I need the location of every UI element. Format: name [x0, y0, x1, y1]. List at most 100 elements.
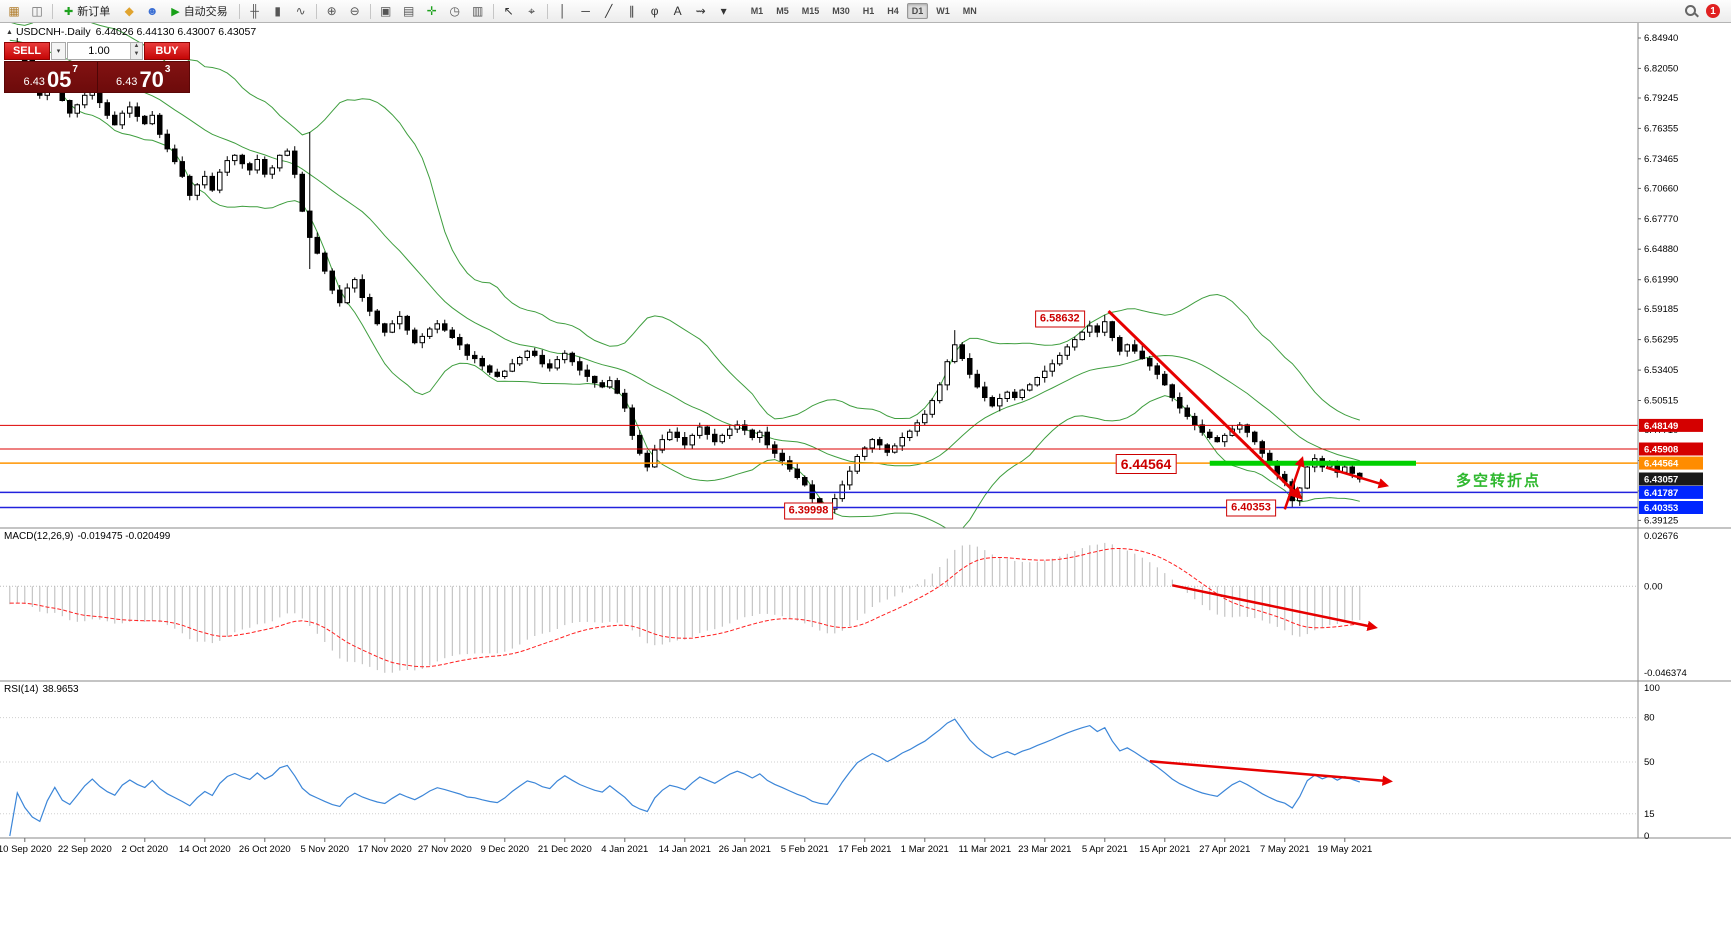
zoom-out-icon[interactable]: ⊖	[344, 1, 366, 21]
sell-button[interactable]: SELL	[4, 42, 50, 60]
new-chart-icon[interactable]: ▦	[3, 1, 25, 21]
timeframe-w1[interactable]: W1	[936, 6, 950, 16]
profiles-icon: ◫	[31, 4, 43, 18]
crosshair-icon: ⌖	[528, 3, 536, 18]
trend-arrow[interactable]	[1107, 310, 1303, 500]
line-chart-icon[interactable]: ∿	[290, 1, 312, 21]
candlestick-icon[interactable]: ▮	[267, 1, 289, 21]
main-toolbar: ▦ ◫ ✚ 新订单 ◆ ☻ ▶ 自动交易 ╫ ▮ ∿ ⊕ ⊖ ▣ ▤ ✛ ◷ ▥ ↖ ⌖ │ ─ ╱ ∥ φ A ⇝ ▾ M1 M5 M1…	[0, 0, 1731, 23]
toolbar-separator	[546, 3, 548, 19]
svg-text:23 Mar 2021: 23 Mar 2021	[1018, 844, 1071, 855]
autotrading-icon: ▶	[171, 5, 180, 18]
trend-arrow[interactable]	[1172, 584, 1378, 632]
text-annot-turning-point[interactable]: 多空转折点	[1455, 472, 1542, 490]
cursor-icon: ↖	[503, 4, 514, 18]
templates-icon[interactable]: ▥	[467, 1, 489, 21]
trendline-icon[interactable]: ╱	[598, 1, 620, 21]
trendline-icon: ╱	[605, 4, 613, 18]
volume-up-icon[interactable]: ▲	[131, 43, 142, 51]
timeframe-h4[interactable]: H4	[887, 6, 899, 16]
rsi-panel: 100 80 50 15 0	[0, 683, 1660, 842]
fibonacci-icon[interactable]: φ	[644, 1, 666, 21]
price-annotation[interactable]: 6.39998	[783, 502, 834, 520]
macd-values: -0.019475 -0.020499	[77, 531, 171, 542]
volume-down-icon[interactable]: ▼	[131, 51, 142, 59]
zoom-in-icon[interactable]: ⊕	[321, 1, 343, 21]
svg-text:5 Feb 2021: 5 Feb 2021	[781, 844, 829, 855]
price-annotation[interactable]: 6.58632	[1034, 310, 1085, 327]
notification-badge[interactable]: 1	[1706, 4, 1720, 18]
order-type-dropdown-icon[interactable]: ▾	[51, 42, 66, 60]
sell-price-big: 05	[46, 67, 72, 92]
autotrading-button[interactable]: ▶ 自动交易	[164, 1, 234, 21]
trend-arrow[interactable]	[1283, 456, 1305, 510]
fibonacci-icon: φ	[650, 4, 659, 18]
sell-price-sup: 7	[72, 64, 78, 75]
price-annotation[interactable]: 6.40353	[1226, 499, 1276, 516]
timeframe-h1[interactable]: H1	[862, 6, 875, 16]
svg-text:17 Nov 2020: 17 Nov 2020	[358, 844, 412, 855]
channel-icon: ∥	[628, 4, 635, 18]
cursor-icon[interactable]: ↖	[498, 1, 520, 21]
svg-text:6.73465: 6.73465	[1644, 154, 1678, 165]
svg-text:27 Apr 2021: 27 Apr 2021	[1199, 844, 1250, 855]
svg-text:6.56295: 6.56295	[1644, 335, 1678, 346]
svg-text:15 Apr 2021: 15 Apr 2021	[1139, 844, 1190, 855]
buy-button[interactable]: BUY	[144, 42, 190, 60]
new-order-button[interactable]: ✚ 新订单	[57, 1, 117, 21]
buy-price-prefix: 6.43	[116, 76, 138, 88]
profiles-icon[interactable]: ◫	[26, 1, 48, 21]
rsi-value: 38.9653	[42, 684, 79, 695]
metaeditor-icon: ◆	[124, 4, 134, 18]
bollinger-bands	[9, 23, 1360, 528]
sell-price-display[interactable]: 6.43 05 7	[5, 62, 97, 92]
add-indicator-icon[interactable]: ✛	[421, 1, 443, 21]
timeframe-d1[interactable]: D1	[906, 3, 929, 19]
vertical-line-icon[interactable]: │	[552, 1, 574, 21]
tile-windows-icon: ▣	[380, 4, 392, 18]
horizontal-line-icon[interactable]: ─	[575, 1, 597, 21]
shapes-dropdown-icon[interactable]: ▾	[713, 1, 735, 21]
arrows-icon[interactable]: ⇝	[690, 1, 712, 21]
timeframe-m1[interactable]: M1	[750, 6, 764, 16]
channel-icon[interactable]: ∥	[621, 1, 643, 21]
crosshair-icon[interactable]: ⌖	[521, 1, 543, 21]
text-icon[interactable]: A	[667, 1, 689, 21]
vertical-line-icon: │	[558, 4, 567, 18]
cascade-windows-icon[interactable]: ▤	[398, 1, 420, 21]
svg-text:6.79245: 6.79245	[1644, 93, 1678, 104]
timeframe-m15[interactable]: M15	[801, 6, 820, 16]
toolbar-separator	[492, 3, 494, 19]
candlestick-icon: ▮	[274, 4, 281, 18]
timeframe-m30[interactable]: M30	[832, 6, 850, 16]
volume-steppers[interactable]: ▲ ▼	[130, 43, 142, 59]
market-icon[interactable]: ☻	[141, 1, 163, 21]
trend-arrow[interactable]	[1149, 760, 1393, 786]
volume-field[interactable]: 1.00 ▲ ▼	[67, 42, 143, 60]
svg-text:6.70660: 6.70660	[1644, 183, 1678, 194]
svg-text:6.76355: 6.76355	[1644, 123, 1678, 134]
collapse-panel-icon[interactable]: ▲	[6, 29, 13, 36]
price-tag: 6.45908	[1639, 442, 1703, 456]
timeframe-mn[interactable]: MN	[962, 6, 977, 16]
svg-text:100: 100	[1644, 683, 1660, 694]
svg-text:1 Mar 2021: 1 Mar 2021	[901, 844, 949, 855]
svg-text:0: 0	[1644, 831, 1649, 842]
timeframe-m5[interactable]: M5	[776, 6, 789, 16]
period-icon: ◷	[449, 4, 460, 18]
tile-windows-icon[interactable]: ▣	[375, 1, 397, 21]
sell-price-prefix: 6.43	[23, 76, 45, 88]
trend-arrow[interactable]	[1325, 466, 1390, 489]
metaeditor-icon[interactable]: ◆	[118, 1, 140, 21]
search-icon[interactable]	[1684, 4, 1699, 19]
zoom-out-icon: ⊖	[349, 4, 360, 18]
bar-chart-icon[interactable]: ╫	[244, 1, 266, 21]
svg-text:26 Jan 2021: 26 Jan 2021	[719, 844, 771, 855]
price-annotation[interactable]: 6.44564	[1115, 454, 1177, 474]
autotrading-button-label: 自动交易	[183, 6, 228, 18]
chart-ohlc-values: 6.44026 6.44130 6.43007 6.43057	[95, 26, 257, 38]
period-icon[interactable]: ◷	[444, 1, 466, 21]
timeframe-toolbar: M1 M5 M15 M30 H1 H4 D1 W1 MN	[745, 3, 983, 19]
buy-price-display[interactable]: 6.43 70 3	[96, 62, 190, 92]
svg-text:6.59185: 6.59185	[1644, 304, 1678, 315]
